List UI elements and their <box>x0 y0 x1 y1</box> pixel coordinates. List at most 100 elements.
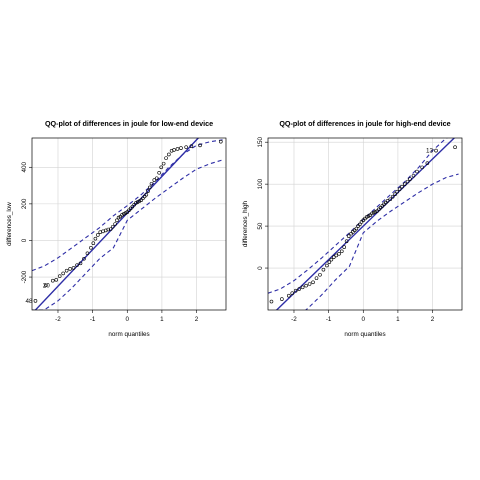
data-point <box>366 214 371 218</box>
upper-envelope-line <box>268 138 449 294</box>
data-point <box>354 226 359 231</box>
data-point <box>134 201 138 205</box>
data-point <box>198 143 202 148</box>
data-point <box>297 287 301 291</box>
data-point <box>325 263 329 268</box>
data-point <box>106 227 111 232</box>
data-point <box>75 263 79 267</box>
data-point <box>93 236 98 241</box>
data-point <box>332 255 336 259</box>
y-tick-label: 100 <box>257 178 264 189</box>
qq-plot-low-end: 48 20 -2 -1 0 1 2 -200 0 200 400 QQ-plot of differe… <box>6 119 227 338</box>
x-tick-label: 1 <box>396 316 400 323</box>
data-point <box>120 213 124 217</box>
data-point <box>33 299 38 303</box>
x-tick-label: -1 <box>90 316 96 323</box>
y-axis-label: differences_high <box>242 200 249 247</box>
data-point <box>152 178 157 182</box>
data-point <box>286 293 291 298</box>
data-point <box>403 182 407 186</box>
lower-envelope-line <box>305 173 459 310</box>
x-tick-label: 0 <box>362 316 366 323</box>
data-point <box>71 266 76 270</box>
data-point <box>57 274 62 278</box>
data-point <box>327 260 332 264</box>
data-point <box>307 282 312 286</box>
data-point <box>400 184 404 189</box>
chart-title: QQ-plot of differences in joule for high… <box>279 119 450 128</box>
plot-area <box>268 138 459 310</box>
data-point <box>408 177 412 181</box>
data-point <box>157 170 161 175</box>
data-point <box>113 222 117 226</box>
data-point <box>61 271 65 276</box>
data-point <box>116 215 121 220</box>
data-point <box>175 147 180 151</box>
x-tick-label: 2 <box>431 316 435 323</box>
data-point <box>68 267 72 271</box>
x-tick-label: 2 <box>195 316 199 323</box>
data-point <box>290 291 295 296</box>
y-axis-label: differences_low <box>6 202 13 246</box>
data-point <box>179 146 183 150</box>
y-tick-label: 0 <box>257 266 264 270</box>
point-label: 13 <box>426 148 434 155</box>
x-axis-label: norm quantiles <box>344 331 385 338</box>
y-axis: -200 0 200 400 <box>21 162 32 283</box>
qq-plot-high-end: 13 -2 -1 0 1 2 0 50 100 150 QQ-plot of differences… <box>242 119 463 338</box>
point-label: 20 <box>43 282 51 289</box>
reference-line <box>275 138 456 310</box>
plot-frame <box>267 137 463 311</box>
y-tick-label: 200 <box>21 198 28 209</box>
data-point <box>44 283 48 288</box>
data-point <box>390 194 395 199</box>
plot-area <box>32 138 223 310</box>
data-point <box>393 192 397 197</box>
data-point <box>415 169 419 174</box>
data-point <box>373 210 378 214</box>
lower-envelope-line <box>32 159 223 310</box>
data-point <box>342 245 347 249</box>
data-point <box>108 227 113 231</box>
data-point <box>123 211 128 215</box>
data-point <box>161 161 166 166</box>
data-point <box>337 251 341 256</box>
data-point <box>300 285 305 290</box>
data-point <box>395 189 400 194</box>
data-point <box>64 268 69 273</box>
data-point <box>89 245 93 250</box>
data-point <box>371 210 376 215</box>
data-point <box>351 230 355 234</box>
data-point <box>184 145 188 149</box>
data-point <box>352 228 357 233</box>
x-tick-label: 0 <box>126 316 130 323</box>
chart-title: QQ-plot of differences in joule for low-… <box>45 119 213 128</box>
data-point <box>434 148 438 153</box>
y-tick-label: -200 <box>21 270 28 283</box>
data-point <box>453 145 457 150</box>
data-point <box>346 234 351 238</box>
data-point <box>78 261 83 266</box>
data-point <box>304 283 308 288</box>
data-point <box>334 253 339 258</box>
data-point <box>96 233 100 237</box>
data-point <box>110 224 115 229</box>
data-point <box>137 199 142 203</box>
y-tick-label: 400 <box>21 162 28 173</box>
data-point <box>149 181 154 186</box>
plot-frame <box>31 137 227 311</box>
data-point <box>54 278 59 282</box>
x-tick-label: 1 <box>160 316 164 323</box>
data-point <box>85 251 90 256</box>
data-point <box>405 179 410 184</box>
data-point <box>154 176 159 181</box>
data-point <box>385 199 390 203</box>
data-point <box>135 200 140 204</box>
data-point <box>122 212 126 216</box>
y-tick-label: 150 <box>257 136 264 147</box>
data-point <box>167 152 171 157</box>
data-point <box>50 278 55 283</box>
x-axis-label: norm quantiles <box>108 331 149 338</box>
x-tick-label: -2 <box>291 316 297 323</box>
